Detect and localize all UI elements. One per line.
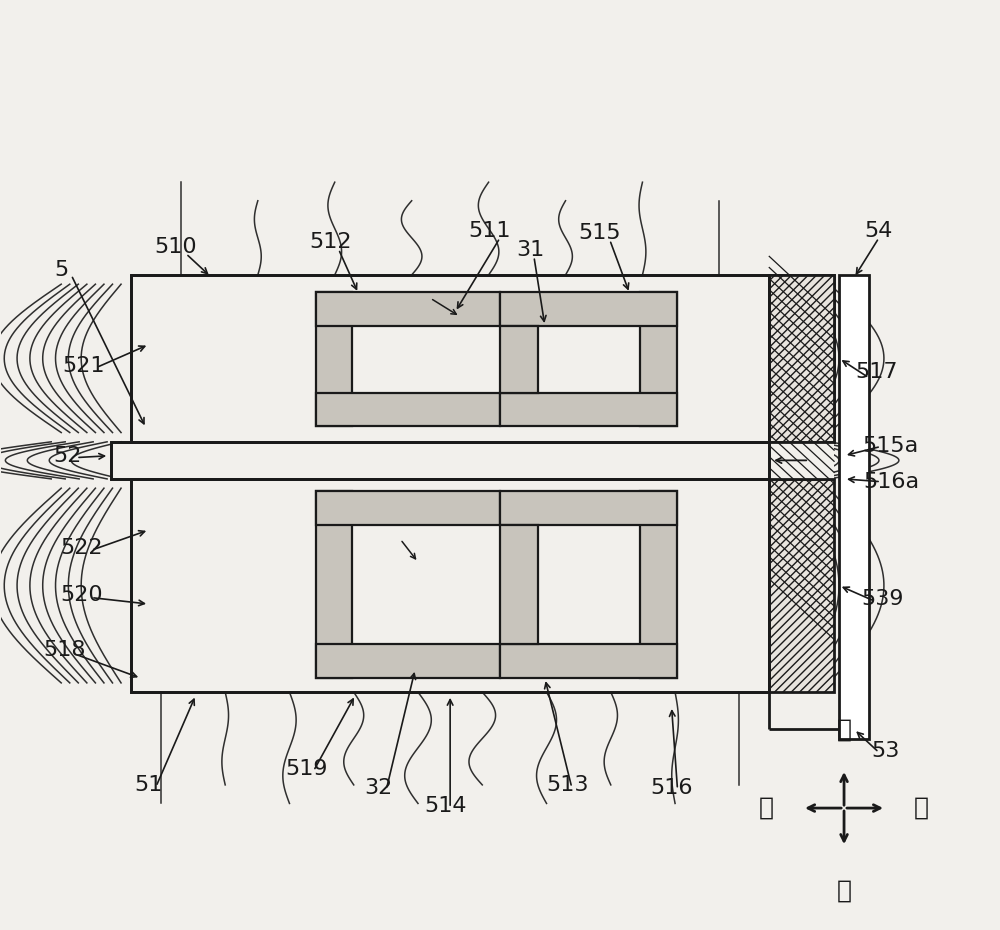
- Bar: [769, 275, 834, 442]
- Bar: [769, 275, 834, 442]
- Text: 520: 520: [60, 585, 102, 604]
- Polygon shape: [500, 326, 538, 392]
- Text: 516: 516: [650, 777, 693, 798]
- Polygon shape: [500, 292, 677, 325]
- Bar: [111, 442, 769, 479]
- Text: 539: 539: [862, 590, 904, 609]
- Bar: [769, 479, 834, 692]
- Bar: [769, 275, 834, 442]
- Text: 521: 521: [62, 356, 104, 376]
- Bar: [131, 275, 769, 442]
- Bar: [769, 275, 834, 442]
- Bar: [131, 479, 769, 692]
- Bar: [769, 275, 834, 442]
- Bar: [769, 275, 834, 442]
- Bar: [769, 275, 834, 442]
- Text: 510: 510: [155, 237, 197, 257]
- Bar: [769, 275, 834, 442]
- Polygon shape: [500, 491, 677, 525]
- Bar: [769, 275, 834, 442]
- Bar: [769, 275, 834, 442]
- Text: 53: 53: [872, 740, 900, 761]
- Bar: [769, 275, 834, 442]
- Text: 52: 52: [53, 445, 81, 466]
- Bar: [769, 275, 834, 442]
- Bar: [769, 275, 834, 442]
- Polygon shape: [316, 292, 352, 426]
- Polygon shape: [640, 491, 677, 678]
- Text: 右: 右: [914, 796, 929, 820]
- Text: 515a: 515a: [863, 436, 919, 457]
- Text: 32: 32: [364, 777, 392, 798]
- Bar: [769, 275, 834, 442]
- Bar: [769, 275, 834, 442]
- Text: 518: 518: [43, 641, 85, 660]
- Text: 513: 513: [547, 775, 589, 795]
- Text: 下: 下: [837, 879, 852, 902]
- Bar: [769, 275, 834, 442]
- Bar: [769, 275, 834, 442]
- Bar: [769, 275, 834, 442]
- Text: 5: 5: [54, 260, 68, 280]
- Bar: [769, 275, 834, 442]
- Text: 51: 51: [135, 775, 163, 795]
- Polygon shape: [640, 292, 677, 426]
- Text: 514: 514: [424, 796, 466, 817]
- Text: 519: 519: [285, 759, 328, 779]
- Polygon shape: [316, 644, 500, 678]
- Polygon shape: [316, 491, 500, 525]
- Bar: [131, 479, 769, 692]
- Text: 上: 上: [837, 717, 852, 741]
- Polygon shape: [500, 525, 538, 644]
- Text: 512: 512: [309, 232, 352, 252]
- Bar: [769, 275, 834, 442]
- Polygon shape: [316, 491, 352, 678]
- Text: 522: 522: [60, 538, 102, 558]
- Bar: [769, 275, 834, 442]
- Bar: [769, 442, 834, 479]
- Bar: [111, 442, 769, 479]
- Bar: [769, 275, 834, 442]
- Text: 516a: 516a: [863, 472, 919, 492]
- Bar: [769, 275, 834, 442]
- Bar: [839, 275, 869, 738]
- Bar: [769, 275, 834, 442]
- Text: 515: 515: [578, 223, 621, 243]
- Polygon shape: [316, 392, 500, 426]
- Polygon shape: [500, 644, 677, 678]
- Bar: [131, 275, 769, 442]
- Bar: [769, 275, 834, 442]
- Polygon shape: [316, 292, 500, 325]
- Bar: [769, 275, 834, 442]
- Text: 左: 左: [759, 796, 774, 820]
- Bar: [769, 275, 834, 442]
- Bar: [769, 275, 834, 442]
- Polygon shape: [500, 392, 677, 426]
- Bar: [769, 275, 834, 442]
- Bar: [769, 275, 834, 442]
- Text: 517: 517: [856, 363, 898, 382]
- Bar: [769, 275, 834, 442]
- Text: 511: 511: [469, 221, 511, 242]
- Bar: [769, 275, 834, 442]
- Text: 31: 31: [516, 240, 544, 259]
- Text: 54: 54: [865, 221, 893, 242]
